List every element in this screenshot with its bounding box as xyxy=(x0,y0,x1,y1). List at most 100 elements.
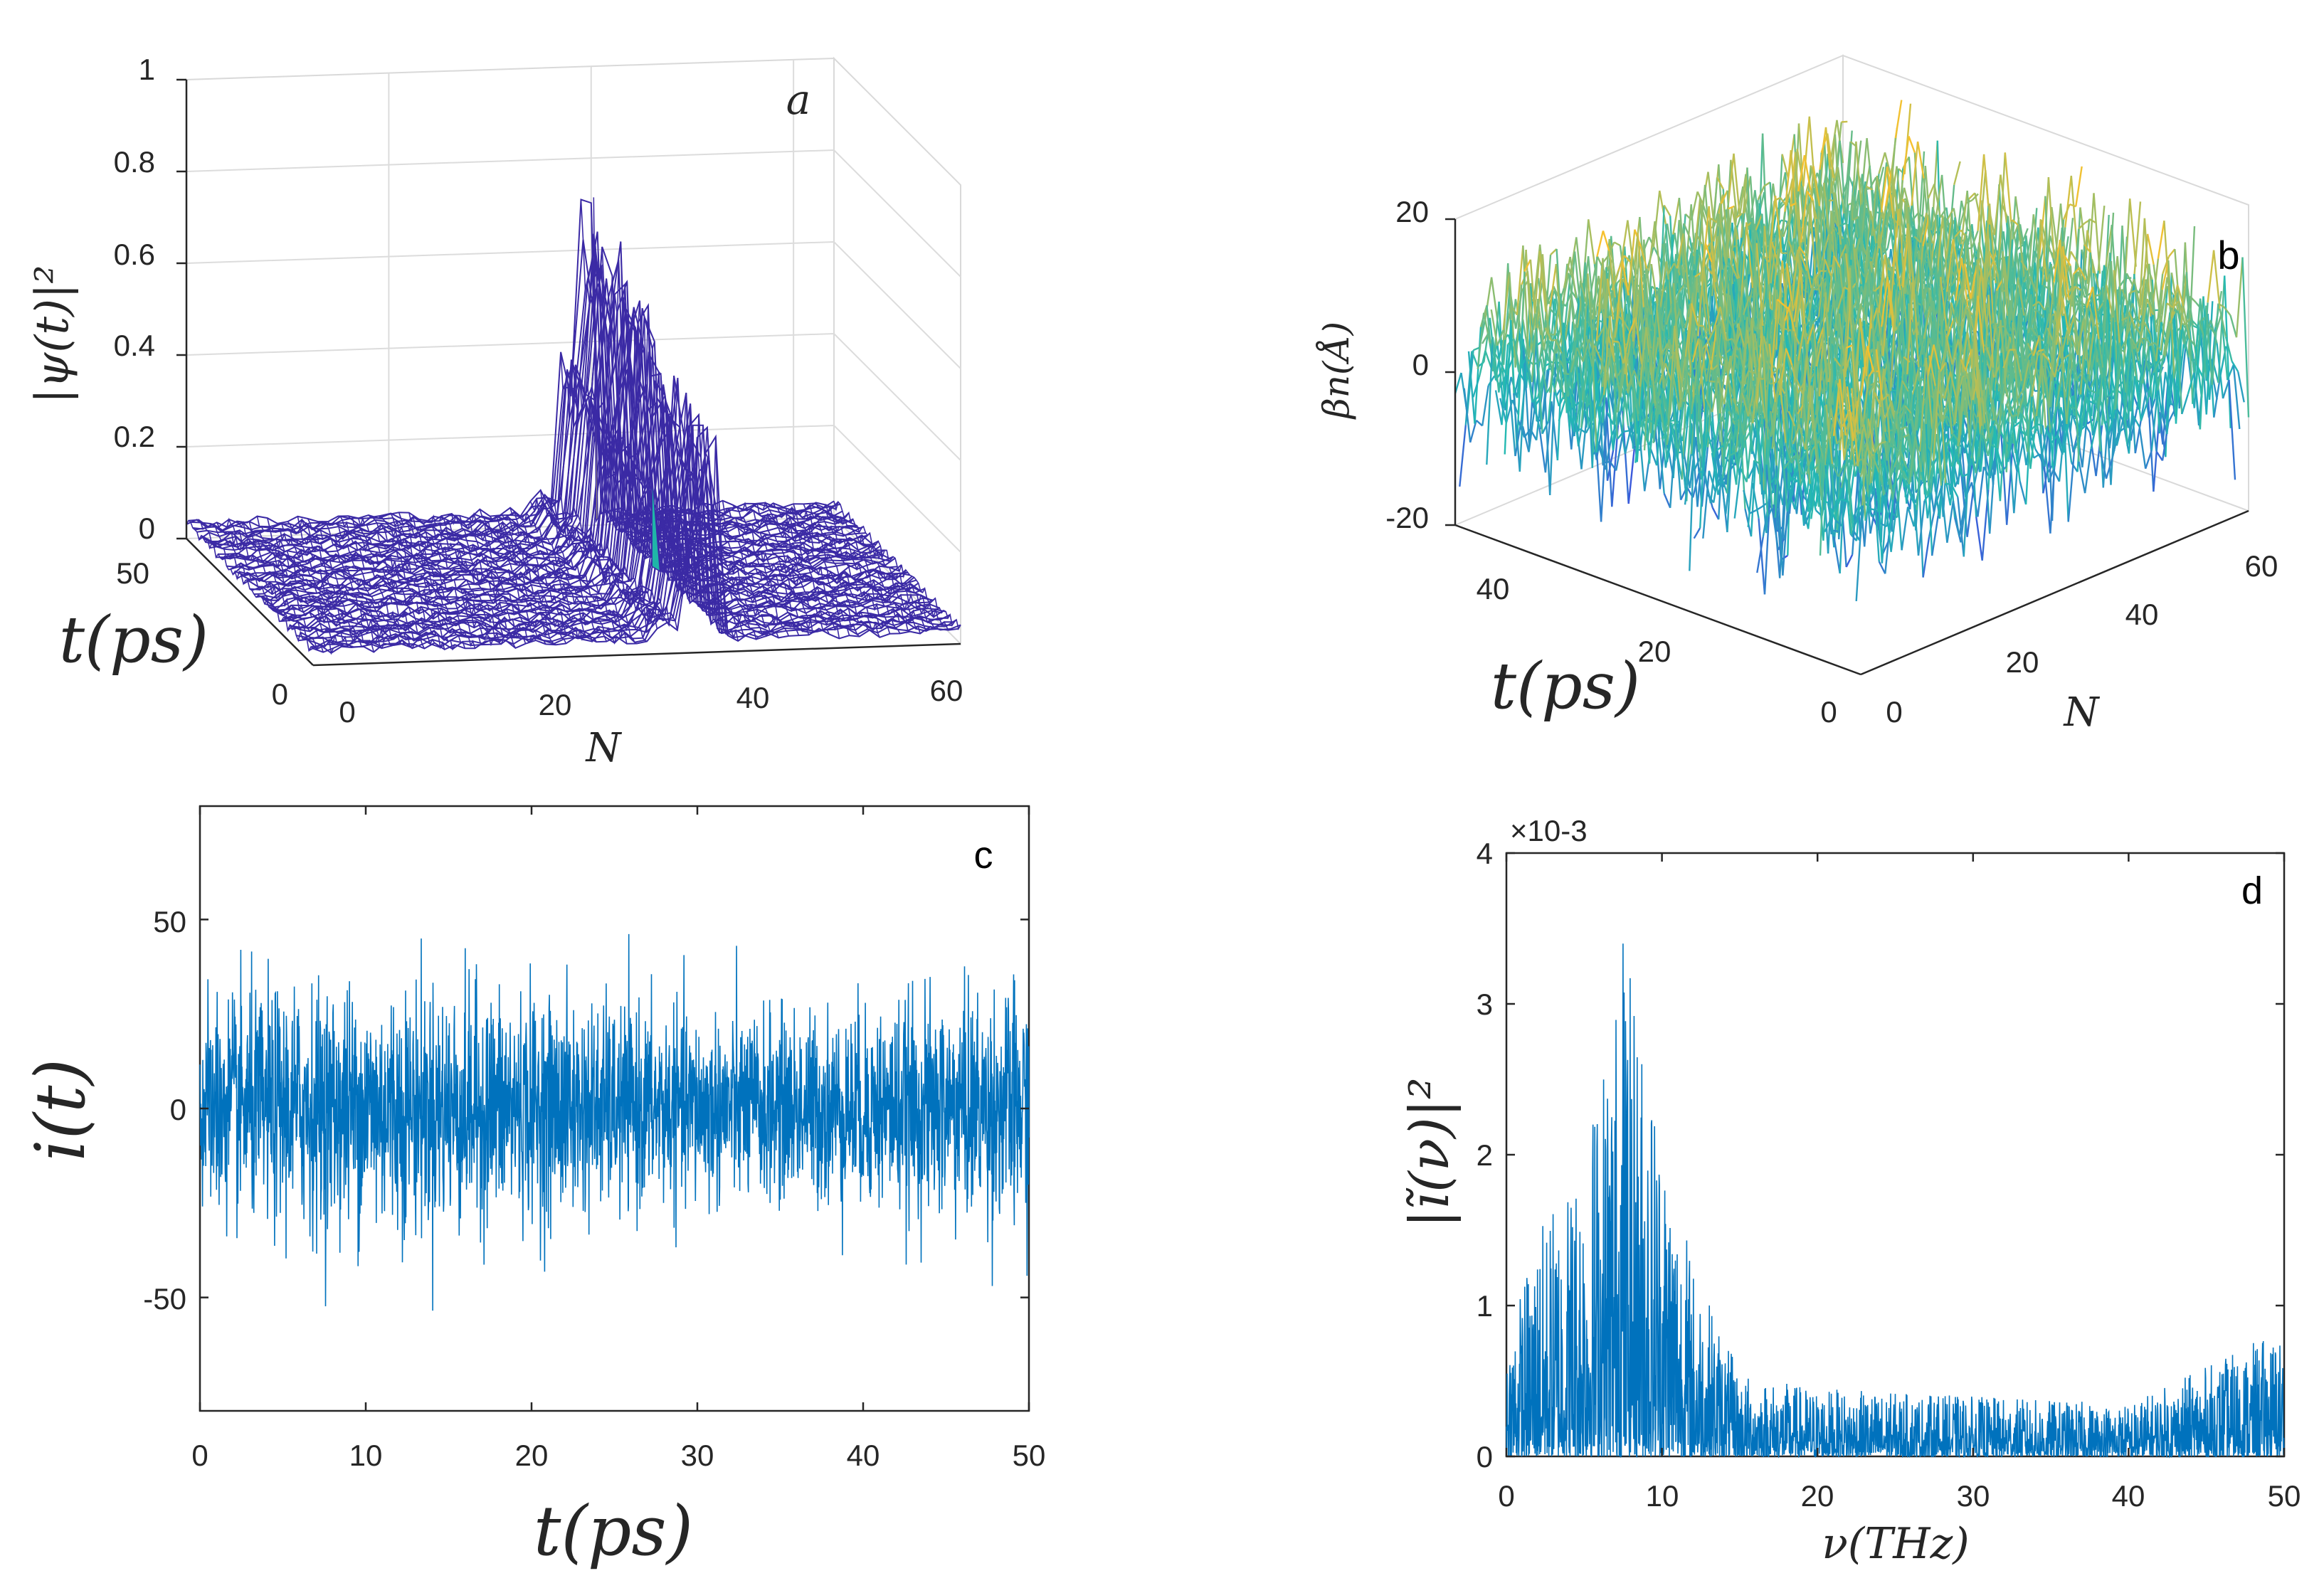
a-mesh-col xyxy=(641,507,769,637)
b-surface-seg xyxy=(1660,343,1669,356)
b-surface-seg xyxy=(1748,370,1755,375)
b-surface-seg xyxy=(1613,241,1621,247)
b-surface-seg xyxy=(1473,346,1480,351)
b-surface-seg xyxy=(1523,259,1531,272)
a-mesh-col xyxy=(519,512,648,642)
b-surface-seg xyxy=(1628,317,1637,334)
b-surface-seg xyxy=(1697,324,1704,327)
b-surface-seg xyxy=(1667,263,1675,275)
a-mesh-col xyxy=(347,515,476,649)
a-ztick-0: 0 xyxy=(139,512,155,545)
b-surface-seg xyxy=(2046,240,2054,259)
b-surface-seg xyxy=(1522,319,1530,358)
b-surface-seg xyxy=(1537,298,1546,351)
b-surface-seg xyxy=(1508,384,1516,457)
b-surface-seg xyxy=(1608,238,1617,282)
b-surface-seg xyxy=(1988,250,1997,265)
b-surface-seg xyxy=(1946,282,1954,290)
b-surface-seg xyxy=(1719,306,1728,341)
a-xtick-40: 40 xyxy=(736,681,770,714)
a-mesh-col xyxy=(732,504,860,637)
b-surface-seg xyxy=(2012,219,2019,226)
b-surface-seg xyxy=(1674,364,1682,419)
b-surface-seg xyxy=(1737,239,1745,326)
b-surface-seg xyxy=(1652,190,1661,248)
b-surface-seg xyxy=(1969,229,1977,252)
b-surface-seg xyxy=(1785,348,1793,366)
b-surface-seg xyxy=(1787,238,1795,269)
b-surface-seg xyxy=(1516,319,1524,449)
b-surface-seg xyxy=(1738,347,1747,385)
b-surface-seg xyxy=(1641,305,1649,327)
b-surface-seg xyxy=(1639,418,1647,428)
b-surface-seg xyxy=(1663,204,1671,216)
b-surface-seg xyxy=(1923,337,1931,367)
b-surface-seg xyxy=(1637,233,1645,307)
b-surface-seg xyxy=(1837,287,1845,309)
b-surface-seg xyxy=(1467,351,1476,424)
b-surface-seg xyxy=(1880,166,1889,213)
b-surface-seg xyxy=(1990,250,1998,269)
b-surface-seg xyxy=(1543,254,1552,332)
b-surface-seg xyxy=(1813,296,1822,317)
b-surface-seg xyxy=(2062,203,2071,220)
b-surface-seg xyxy=(1693,197,1701,256)
b-surface-seg xyxy=(1627,445,1636,504)
a-n-axis xyxy=(312,642,961,667)
b-surface-seg xyxy=(1908,135,1916,154)
b-surface-seg xyxy=(1632,376,1639,421)
b-surface-seg xyxy=(1806,324,1815,344)
b-surface-seg xyxy=(1509,272,1516,368)
b-surface-seg xyxy=(1589,292,1597,453)
b-surface-seg xyxy=(1607,336,1615,362)
b-surface-seg xyxy=(1827,255,1835,312)
b-surface-seg xyxy=(1561,272,1570,305)
b-surface-seg xyxy=(1958,233,1967,262)
b-surface-seg xyxy=(1758,275,1767,338)
b-surface-seg xyxy=(1804,165,1812,244)
b-surface-seg xyxy=(1653,405,1661,489)
b-surface-seg xyxy=(1970,230,1979,248)
b-surface-seg xyxy=(1543,371,1551,495)
b-surface-seg xyxy=(1496,329,1504,346)
b-surface-seg xyxy=(1721,411,1730,480)
b-surface-seg xyxy=(1550,248,1558,255)
b-surface-seg xyxy=(1504,305,1512,340)
b-surface-seg xyxy=(1852,216,1859,221)
b-surface-seg xyxy=(1643,349,1652,451)
b-surface-seg xyxy=(1803,154,1812,191)
b-surface-seg xyxy=(1837,166,1845,214)
b-surface-seg xyxy=(1716,176,1724,190)
b-surface-seg xyxy=(1974,193,1982,223)
b-surface-seg xyxy=(1709,450,1718,504)
b-surface-seg xyxy=(1570,347,1578,373)
b-surface-seg xyxy=(1765,448,1773,534)
b-surface-seg xyxy=(1696,386,1704,468)
b-surface-seg xyxy=(1731,264,1738,280)
b-surface-seg xyxy=(1770,237,1778,248)
b-surface-seg xyxy=(1747,386,1755,417)
a-mesh-col xyxy=(539,489,668,623)
a-mesh-col xyxy=(186,519,314,652)
b-surface-seg xyxy=(1882,284,1891,356)
a-mesh-col xyxy=(327,521,455,651)
b-surface-seg xyxy=(1703,325,1711,347)
b-surface-seg xyxy=(1742,296,1750,316)
b-surface-seg xyxy=(1776,298,1785,306)
b-surface-seg xyxy=(1711,364,1719,371)
b-surface-seg xyxy=(1597,368,1605,384)
b-surface-seg xyxy=(1864,211,1872,277)
b-surface-seg xyxy=(1717,377,1726,405)
b-surface-seg xyxy=(2061,336,2068,339)
b-surface-seg xyxy=(1716,478,1723,489)
a-ytick-50: 50 xyxy=(116,556,149,590)
b-surface-seg xyxy=(1711,507,1720,520)
a-grid-z xyxy=(186,424,961,553)
a-mesh-col xyxy=(823,503,951,631)
b-surface-seg xyxy=(2009,300,2017,338)
b-surface-seg xyxy=(1965,306,1973,316)
b-surface-seg xyxy=(1703,267,1711,335)
b-surface-seg xyxy=(1659,261,1668,307)
b-surface-seg xyxy=(1516,245,1524,315)
b-surface-seg xyxy=(1707,328,1716,342)
